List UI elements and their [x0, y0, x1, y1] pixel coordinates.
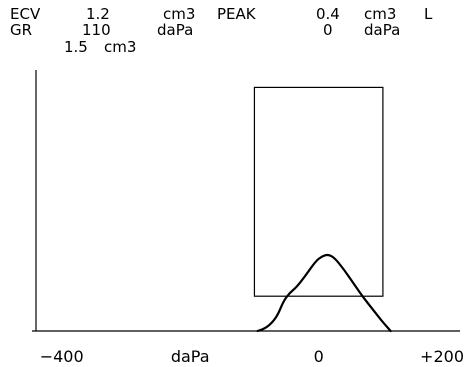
ecv-unit: cm3 [163, 5, 196, 23]
x-axis-label: daPa [170, 347, 210, 366]
peak-unit: cm3 [364, 5, 397, 23]
ear-side: L [424, 5, 433, 23]
ecv-value: 1.2 [86, 5, 110, 23]
peak-pressure-unit: daPa [364, 21, 401, 39]
x-tick-label-minus-400: −400 [39, 347, 84, 366]
extra-unit: cm3 [104, 38, 137, 56]
compliance-curve [256, 253, 392, 333]
peak-pressure-value: 0 [323, 21, 333, 39]
peak-label: PEAK [217, 5, 256, 23]
extra-value: 1.5 [64, 38, 88, 56]
x-tick-label-plus-200: +200 [420, 347, 464, 366]
peak-value: 0.4 [316, 5, 340, 23]
gr-unit: daPa [157, 21, 194, 39]
ecv-label: ECV [10, 5, 41, 23]
gr-value: 110 [82, 21, 111, 39]
normal-region-box [253, 86, 384, 297]
x-tick-label-0: 0 [313, 347, 324, 366]
gr-label: GR [10, 21, 33, 39]
